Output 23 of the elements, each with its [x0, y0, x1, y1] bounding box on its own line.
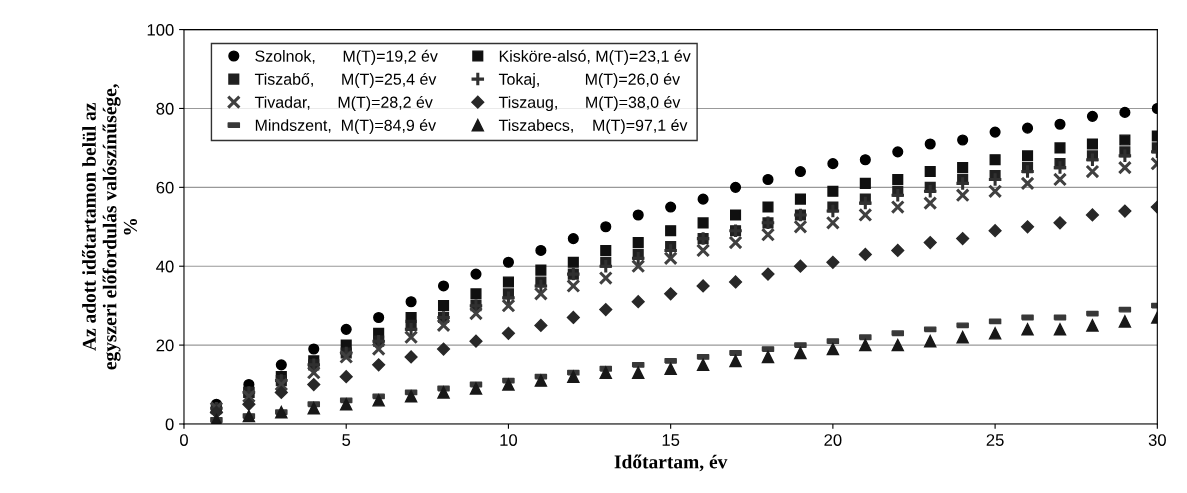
legend-label: Szolnok, M(T)=19,2 év [255, 49, 438, 65]
y-axis-title: Az adott időtartamon belül az egyszeri előfordulás valószínűsége, % [81, 84, 138, 370]
x-tick-label: 25 [986, 434, 1004, 446]
y-tick-label: 0 [165, 418, 174, 431]
y-tick-label: 100 [147, 23, 174, 36]
legend-label: Tiszabecs, M(T)=97,1 év [498, 119, 688, 135]
x-axis-title: Időtartam, év [614, 454, 728, 472]
x-tick-label: 5 [342, 434, 351, 446]
legend-label: Tokaj, M(T)=26,0 év [498, 72, 681, 88]
legend-label: Tiszaug, M(T)=38,0 év [498, 95, 681, 112]
legend-label: Tivadar, M(T)=28,2 év [254, 95, 433, 112]
legend-label: Tiszabő, M(T)=25,4 év [254, 72, 437, 88]
y-tick-label: 80 [156, 102, 174, 115]
x-tick-label: 20 [824, 434, 842, 446]
x-tick-label: 10 [500, 434, 518, 446]
x-tick-label: 30 [1148, 434, 1166, 446]
legend-label: Mindszent, M(T)=84,9 év [255, 119, 437, 135]
y-tick-label: 20 [156, 339, 174, 352]
y-tick-label: 60 [156, 181, 174, 194]
y-tick-label: 40 [156, 260, 174, 273]
x-tick-label: 0 [180, 434, 188, 446]
legend-label: Kisköre-alsó, M(T)=23,1 év [499, 49, 691, 65]
x-tick-label: 15 [662, 434, 680, 446]
